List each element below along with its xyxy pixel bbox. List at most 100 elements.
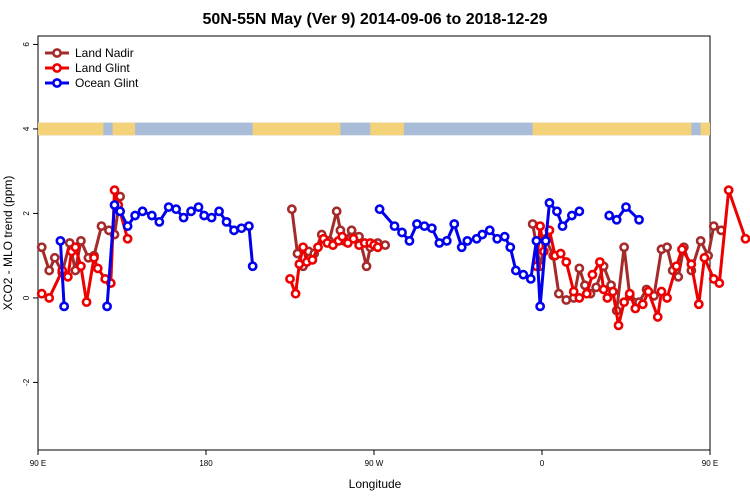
data-point [723,185,734,196]
data-point [699,252,710,263]
data-point [598,284,609,295]
strip-land [38,122,104,136]
data-point [313,242,323,253]
data-point [462,235,473,246]
data-point [348,233,359,244]
data-point [637,299,648,310]
data-point [115,206,126,217]
data-point [561,257,572,267]
data-point [70,242,81,253]
x-tick-label: 90 W [365,459,384,468]
data-point [290,288,301,299]
legend-swatch-marker [52,63,62,73]
data-point [662,293,672,303]
legend-entry: Ocean Glint [45,76,139,90]
data-point [96,221,107,232]
x-tick-label: 90 E [702,459,718,468]
data-point [624,288,635,299]
data-point [171,204,182,215]
y-axis-label: XCO2 - MLO trend (ppm) [1,176,15,311]
data-point [193,202,204,212]
data-point [484,225,495,236]
chart-title: 50N-55N May (Ver 9) 2014-09-06 to 2018-1… [202,11,547,28]
data-point [380,240,391,251]
y-tick-label: 0 [22,295,31,300]
y-axis: -2 0 2 4 6 [22,42,38,386]
strip-land [700,122,710,136]
data-point [404,235,415,246]
data-point [619,297,630,308]
data-point [298,242,308,253]
data-point [109,185,120,196]
legend-entry: Land Glint [45,61,130,75]
data-point [178,212,189,223]
data-point [527,219,538,229]
strip-land [532,122,692,136]
data-point [531,235,542,246]
data-point [247,261,258,272]
data-point [36,242,47,253]
data-point [426,223,437,234]
data-point [630,303,641,314]
data-point [81,297,92,308]
land-ocean-strip [38,122,710,136]
data-point [552,206,562,217]
y-tick-label: 4 [22,126,31,131]
data-point [346,225,357,236]
strip-land [252,122,341,136]
data-point [286,204,297,215]
data-point [285,274,295,284]
data-point [619,242,630,253]
data-point [499,231,510,242]
data-point [456,242,467,253]
data-point [553,288,564,299]
data-point [163,202,174,212]
data-point [505,242,516,253]
x-tick-label: 90 E [30,459,46,468]
data-point [55,235,66,246]
data-point [62,271,73,282]
data-point [92,263,103,274]
data-point [652,312,663,322]
data-point [109,200,120,210]
data-point [337,231,348,242]
data-point [412,219,422,229]
data-point [419,221,430,232]
data-point [294,259,305,270]
data-point [441,235,452,246]
data-point [206,212,217,223]
data-point [535,221,546,232]
data-point [44,265,55,276]
data-point [574,206,585,217]
data-point [611,214,622,225]
data-point [49,252,60,263]
data-point [434,238,445,248]
data-point [397,227,407,238]
legend-entry: Land Nadir [45,46,134,60]
data-point [76,235,86,246]
data-point [686,259,697,270]
data-point [389,221,400,232]
data-point [557,221,568,232]
data-point [236,223,247,234]
legend-swatch-marker [52,48,62,58]
x-tick-label: 0 [540,459,545,468]
series-layer [36,185,750,331]
data-point [59,301,70,312]
x-tick-label: 180 [199,459,213,468]
data-point [374,204,385,215]
data-point [740,233,750,244]
data-point [544,197,555,208]
data-point [331,206,342,217]
data-point [518,269,529,280]
data-point [574,263,585,274]
data-point [44,293,55,303]
data-point [510,265,521,276]
data-point [634,214,644,225]
data-point [693,299,704,310]
data-point [566,210,577,221]
y-tick-label: 6 [22,42,31,47]
y-tick-label: 2 [22,211,31,216]
data-point [449,219,460,229]
data-point [535,301,546,312]
